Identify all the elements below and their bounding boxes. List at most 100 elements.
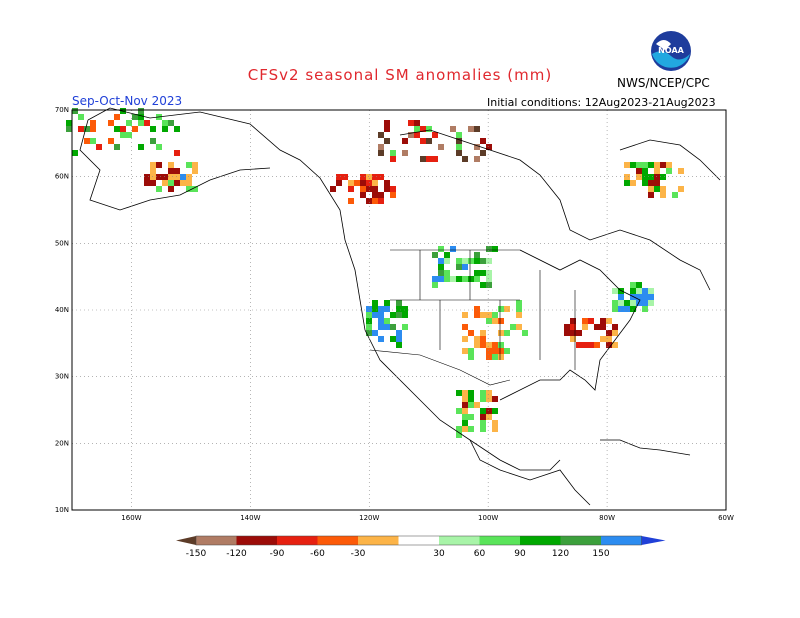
anomaly-cell [150, 180, 156, 186]
anomaly-cell [114, 144, 120, 150]
anomaly-cell [480, 282, 486, 288]
anomaly-cell [660, 162, 666, 168]
lat-label: 20N [55, 439, 69, 447]
anomaly-cell [492, 342, 498, 348]
anomaly-cell [108, 120, 114, 126]
anomaly-cell [678, 168, 684, 174]
anomaly-cell [672, 192, 678, 198]
anomaly-cell [510, 324, 516, 330]
anomaly-cell [630, 288, 636, 294]
anomaly-cell [90, 120, 96, 126]
colorbar-segment [196, 536, 237, 545]
anomaly-cell [174, 168, 180, 174]
anomaly-cell [522, 330, 528, 336]
anomaly-cell [390, 150, 396, 156]
anomaly-cell [630, 162, 636, 168]
colorbar-label: -150 [186, 549, 207, 559]
anomaly-cell [444, 258, 450, 264]
anomaly-cell [480, 426, 486, 432]
anomaly-cell [150, 126, 156, 132]
anomaly-cell [504, 330, 510, 336]
anomaly-cell [648, 294, 654, 300]
anomaly-cell [432, 252, 438, 258]
anomaly-cell [654, 174, 660, 180]
anomaly-cell [180, 180, 186, 186]
anomaly-cell [462, 414, 468, 420]
anomaly-cell [642, 294, 648, 300]
colorbar-arrow-right [641, 536, 666, 545]
anomaly-cell [162, 174, 168, 180]
anomaly-cell [492, 318, 498, 324]
colorbar-label: 90 [514, 549, 526, 559]
colorbar-label: 60 [474, 549, 486, 559]
lat-label: 60N [55, 173, 69, 181]
anomaly-cell [648, 300, 654, 306]
colorbar-segment [317, 536, 358, 545]
anomaly-cell [642, 300, 648, 306]
anomaly-cell [366, 330, 372, 336]
lon-label: 80W [599, 514, 615, 522]
anomaly-cell [192, 168, 198, 174]
anomaly-cell [156, 174, 162, 180]
anomaly-cell [144, 180, 150, 186]
anomaly-cell [180, 174, 186, 180]
anomaly-cell [624, 306, 630, 312]
anomaly-cell [372, 300, 378, 306]
anomaly-cell [456, 132, 462, 138]
anomaly-cell [576, 342, 582, 348]
anomaly-cell [420, 138, 426, 144]
anomaly-cell [462, 390, 468, 396]
anomaly-cell [78, 114, 84, 120]
anomaly-cell [444, 276, 450, 282]
anomaly-cell [636, 294, 642, 300]
anomaly-cell [618, 306, 624, 312]
anomaly-cell [468, 348, 474, 354]
anomaly-cell [390, 312, 396, 318]
anomaly-cell [402, 306, 408, 312]
colorbar-arrow-left [176, 536, 196, 545]
anomaly-cell [174, 180, 180, 186]
anomaly-cell [456, 390, 462, 396]
anomaly-cell [468, 126, 474, 132]
anomaly-cell [192, 186, 198, 192]
map-frame [71, 109, 727, 511]
anomaly-cell [384, 324, 390, 330]
anomaly-cell [450, 126, 456, 132]
anomaly-cell [486, 342, 492, 348]
anomaly-cell [144, 120, 150, 126]
anomaly-cell [168, 174, 174, 180]
anomaly-cell [444, 270, 450, 276]
anomaly-cell [132, 114, 138, 120]
anomaly-cell [372, 174, 378, 180]
lat-label: 50N [55, 239, 69, 247]
anomaly-cell [378, 144, 384, 150]
anomaly-cell [420, 126, 426, 132]
anomaly-cell [462, 156, 468, 162]
anomaly-cell [486, 408, 492, 414]
anomaly-cell [516, 300, 522, 306]
anomaly-cell [648, 192, 654, 198]
colorbar-segment [439, 536, 480, 545]
anomaly-cell [432, 132, 438, 138]
anomaly-cell [642, 288, 648, 294]
anomaly-cell [126, 132, 132, 138]
anomaly-cell [612, 300, 618, 306]
anomaly-cell [378, 306, 384, 312]
anomaly-cell [606, 336, 612, 342]
anomaly-cell [486, 348, 492, 354]
anomaly-cell [618, 288, 624, 294]
anomaly-cell [636, 162, 642, 168]
anomaly-cell [360, 180, 366, 186]
colorbar: -150 -120 -90 -60 -30 30 60 90 120 150 [176, 535, 666, 559]
anomaly-cell [378, 312, 384, 318]
anomaly-cell [402, 324, 408, 330]
anomaly-cell [462, 426, 468, 432]
anomaly-cell [648, 174, 654, 180]
anomaly-cell [384, 306, 390, 312]
anomaly-cell [642, 162, 648, 168]
anomaly-cell [72, 150, 78, 156]
colorbar-label: 150 [592, 549, 609, 559]
anomaly-cell [468, 390, 474, 396]
anomaly-cell [486, 258, 492, 264]
anomaly-cell [636, 174, 642, 180]
